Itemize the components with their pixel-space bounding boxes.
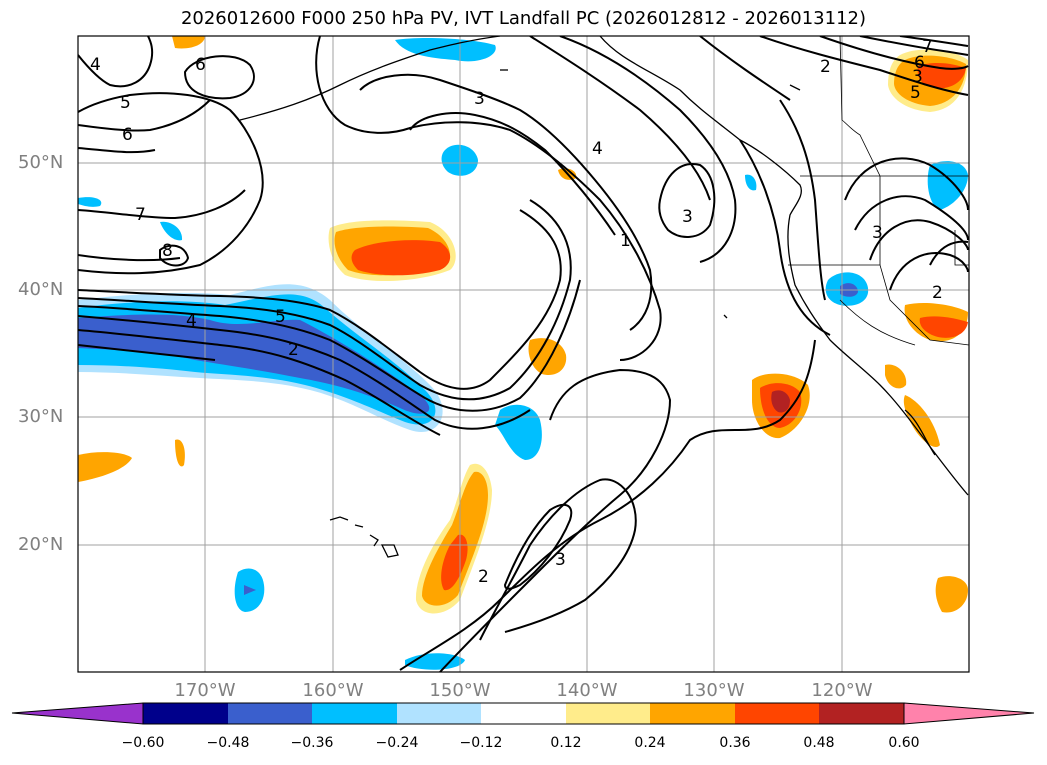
contour-label: 5 xyxy=(275,307,286,327)
colorbar-bin xyxy=(397,703,481,724)
contour-label: 7 xyxy=(135,205,146,225)
colorbar-extend-min xyxy=(11,702,144,725)
contour-labels: 4 6 5 6 7 8 4 5 2 3 4 3 1 2 5 7 6 3 3 2 … xyxy=(90,37,943,587)
colorbar-bin xyxy=(735,703,819,724)
map-title: 2026012600 F000 250 hPa PV, IVT Landfall… xyxy=(180,8,867,29)
lon-label: 170°W xyxy=(174,680,236,701)
borders xyxy=(788,36,969,346)
contour-label: 3 xyxy=(912,67,923,87)
contour-label: 8 xyxy=(162,241,173,261)
contour-label: 1 xyxy=(620,231,631,251)
lon-label: 140°W xyxy=(556,680,618,701)
contour-label: 3 xyxy=(872,223,883,243)
contour-label: 2 xyxy=(478,567,489,587)
colorbar-bin xyxy=(228,703,312,724)
contour-label: 7 xyxy=(922,37,933,57)
colorbar-bin xyxy=(481,703,566,724)
contour-label: 3 xyxy=(682,207,693,227)
contour-label: 3 xyxy=(555,550,566,570)
colorbar-bin xyxy=(312,703,397,724)
contour-label: 4 xyxy=(592,139,603,159)
lat-label: 20°N xyxy=(18,534,64,555)
contour-label: 2 xyxy=(288,340,299,360)
coastlines xyxy=(239,36,969,558)
lon-label: 130°W xyxy=(683,680,745,701)
colorbar-tick-label: −0.24 xyxy=(375,735,419,751)
pv-contours xyxy=(78,36,969,672)
contour-label: 6 xyxy=(122,125,133,145)
colorbar-bin xyxy=(143,703,228,724)
lat-label: 30°N xyxy=(18,406,64,427)
contour-label: 6 xyxy=(914,53,925,73)
colorbar-tick-label: 0.24 xyxy=(634,735,666,751)
lon-label: 150°W xyxy=(429,680,491,701)
lat-label: 50°N xyxy=(18,152,64,173)
colorbar-bin xyxy=(650,703,735,724)
contour-label: 4 xyxy=(186,311,197,331)
colorbar-bin xyxy=(819,703,904,724)
contour-label: 4 xyxy=(90,55,101,75)
map-frame xyxy=(77,35,970,673)
colorbar-tick-label: −0.36 xyxy=(290,735,334,751)
lat-label: 40°N xyxy=(18,279,64,300)
colorbar-tick-label: −0.60 xyxy=(121,735,165,751)
contour-label: 5 xyxy=(120,93,131,113)
colorbar-tick-label: 0.48 xyxy=(803,735,835,751)
contour-label: 2 xyxy=(932,283,943,303)
colorbar-tick-label: 0.36 xyxy=(719,735,751,751)
colorbar-extend-max xyxy=(903,702,1035,725)
contour-label: 3 xyxy=(474,89,485,109)
contour-label: 2 xyxy=(820,57,831,77)
colorbar-tick-label: 0.12 xyxy=(550,735,582,751)
colorbar-tick-label: −0.48 xyxy=(206,735,250,751)
colorbar-tick-label: 0.60 xyxy=(888,735,920,751)
colorbar-tick-label: −0.12 xyxy=(459,735,503,751)
lon-label: 120°W xyxy=(811,680,873,701)
contour-label: 6 xyxy=(195,55,206,75)
colorbar xyxy=(11,702,1035,725)
contour-label: 5 xyxy=(910,83,921,103)
pc-shading xyxy=(78,36,968,670)
lon-label: 160°W xyxy=(302,680,364,701)
colorbar-bin xyxy=(566,703,650,724)
